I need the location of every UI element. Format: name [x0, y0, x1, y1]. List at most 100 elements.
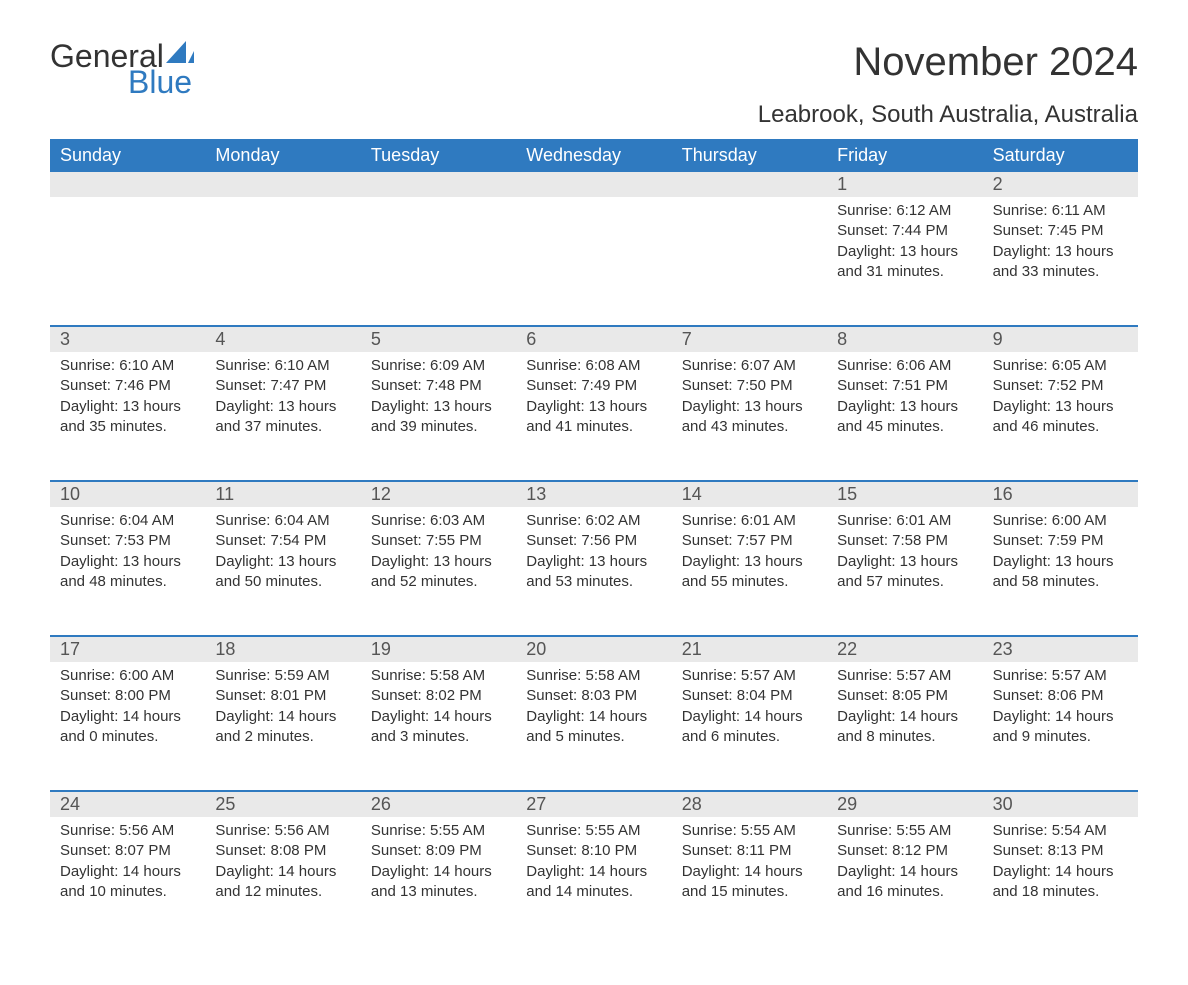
header: General Blue November 2024 Leabrook, Sou… — [50, 40, 1138, 129]
daylight-line: Daylight: 14 hours and 6 minutes. — [682, 707, 817, 748]
sunset-line: Sunset: 8:08 PM — [215, 841, 350, 861]
sunrise-line: Sunrise: 6:04 AM — [215, 511, 350, 531]
daylight-line: Daylight: 13 hours and 31 minutes. — [837, 242, 972, 283]
sunrise-line: Sunrise: 5:57 AM — [837, 666, 972, 686]
day-cell: Sunrise: 6:08 AMSunset: 7:49 PMDaylight:… — [516, 352, 671, 480]
sunrise-line: Sunrise: 6:01 AM — [682, 511, 817, 531]
day-cell: Sunrise: 6:00 AMSunset: 8:00 PMDaylight:… — [50, 662, 205, 790]
title-block: November 2024 Leabrook, South Australia,… — [758, 40, 1138, 129]
daylight-line: Daylight: 13 hours and 41 minutes. — [526, 397, 661, 438]
day-cell: Sunrise: 6:06 AMSunset: 7:51 PMDaylight:… — [827, 352, 982, 480]
daylight-line: Daylight: 14 hours and 3 minutes. — [371, 707, 506, 748]
daynum-strip: 24252627282930 — [50, 792, 1138, 817]
daynum-cell: 28 — [672, 792, 827, 817]
day-cell: Sunrise: 5:57 AMSunset: 8:06 PMDaylight:… — [983, 662, 1138, 790]
daynum-cell: 12 — [361, 482, 516, 507]
sunset-line: Sunset: 7:50 PM — [682, 376, 817, 396]
daynum-cell: 11 — [205, 482, 360, 507]
daylight-line: Daylight: 13 hours and 48 minutes. — [60, 552, 195, 593]
sunrise-line: Sunrise: 6:08 AM — [526, 356, 661, 376]
daynum-cell: 24 — [50, 792, 205, 817]
day-cell: Sunrise: 6:10 AMSunset: 7:46 PMDaylight:… — [50, 352, 205, 480]
daylight-line: Daylight: 14 hours and 15 minutes. — [682, 862, 817, 903]
daylight-line: Daylight: 14 hours and 0 minutes. — [60, 707, 195, 748]
daynum-strip: 17181920212223 — [50, 637, 1138, 662]
day-cell: Sunrise: 5:58 AMSunset: 8:03 PMDaylight:… — [516, 662, 671, 790]
day-cell: Sunrise: 5:55 AMSunset: 8:09 PMDaylight:… — [361, 817, 516, 945]
sunrise-line: Sunrise: 6:00 AM — [993, 511, 1128, 531]
sunset-line: Sunset: 7:56 PM — [526, 531, 661, 551]
daynum-strip: 10111213141516 — [50, 482, 1138, 507]
daylight-line: Daylight: 13 hours and 52 minutes. — [371, 552, 506, 593]
daylight-line: Daylight: 14 hours and 8 minutes. — [837, 707, 972, 748]
day-cell: Sunrise: 5:54 AMSunset: 8:13 PMDaylight:… — [983, 817, 1138, 945]
sunset-line: Sunset: 8:04 PM — [682, 686, 817, 706]
day-cell — [361, 197, 516, 325]
sunrise-line: Sunrise: 5:55 AM — [837, 821, 972, 841]
sunset-line: Sunset: 7:45 PM — [993, 221, 1128, 241]
daylight-line: Daylight: 13 hours and 33 minutes. — [993, 242, 1128, 283]
daynum-cell: 16 — [983, 482, 1138, 507]
day-cell — [205, 197, 360, 325]
daynum-cell: 10 — [50, 482, 205, 507]
sunrise-line: Sunrise: 5:54 AM — [993, 821, 1128, 841]
sunrise-line: Sunrise: 6:04 AM — [60, 511, 195, 531]
daynum-cell: 1 — [827, 172, 982, 197]
day-cell — [50, 197, 205, 325]
daynum-cell: 5 — [361, 327, 516, 352]
weeks-container: 12Sunrise: 6:12 AMSunset: 7:44 PMDayligh… — [50, 172, 1138, 945]
day-cell: Sunrise: 6:12 AMSunset: 7:44 PMDaylight:… — [827, 197, 982, 325]
day-cell: Sunrise: 6:10 AMSunset: 7:47 PMDaylight:… — [205, 352, 360, 480]
day-cell: Sunrise: 5:55 AMSunset: 8:11 PMDaylight:… — [672, 817, 827, 945]
day-cell: Sunrise: 5:57 AMSunset: 8:04 PMDaylight:… — [672, 662, 827, 790]
sunrise-line: Sunrise: 5:56 AM — [60, 821, 195, 841]
daynum-cell: 4 — [205, 327, 360, 352]
sunrise-line: Sunrise: 6:12 AM — [837, 201, 972, 221]
sunrise-line: Sunrise: 5:58 AM — [371, 666, 506, 686]
day-cell: Sunrise: 6:01 AMSunset: 7:57 PMDaylight:… — [672, 507, 827, 635]
daynum-cell: 2 — [983, 172, 1138, 197]
daynum-cell: 6 — [516, 327, 671, 352]
dow-cell: Sunday — [50, 139, 205, 172]
daynum-strip: 3456789 — [50, 327, 1138, 352]
sunset-line: Sunset: 7:44 PM — [837, 221, 972, 241]
daylight-line: Daylight: 14 hours and 2 minutes. — [215, 707, 350, 748]
day-cell: Sunrise: 6:05 AMSunset: 7:52 PMDaylight:… — [983, 352, 1138, 480]
daylight-line: Daylight: 13 hours and 53 minutes. — [526, 552, 661, 593]
daynum-cell — [516, 172, 671, 197]
daylight-line: Daylight: 14 hours and 18 minutes. — [993, 862, 1128, 903]
daynum-cell — [361, 172, 516, 197]
daylight-line: Daylight: 13 hours and 43 minutes. — [682, 397, 817, 438]
dow-cell: Wednesday — [516, 139, 671, 172]
sunset-line: Sunset: 8:12 PM — [837, 841, 972, 861]
daylight-line: Daylight: 14 hours and 14 minutes. — [526, 862, 661, 903]
week-row: Sunrise: 5:56 AMSunset: 8:07 PMDaylight:… — [50, 817, 1138, 945]
daynum-cell: 27 — [516, 792, 671, 817]
daylight-line: Daylight: 13 hours and 35 minutes. — [60, 397, 195, 438]
sunset-line: Sunset: 8:09 PM — [371, 841, 506, 861]
sunset-line: Sunset: 8:00 PM — [60, 686, 195, 706]
sunset-line: Sunset: 7:58 PM — [837, 531, 972, 551]
sunrise-line: Sunrise: 6:09 AM — [371, 356, 506, 376]
sunset-line: Sunset: 8:11 PM — [682, 841, 817, 861]
sunrise-line: Sunrise: 5:56 AM — [215, 821, 350, 841]
day-cell: Sunrise: 6:00 AMSunset: 7:59 PMDaylight:… — [983, 507, 1138, 635]
day-cell: Sunrise: 5:55 AMSunset: 8:10 PMDaylight:… — [516, 817, 671, 945]
daynum-cell: 9 — [983, 327, 1138, 352]
daynum-cell — [50, 172, 205, 197]
sunrise-line: Sunrise: 5:57 AM — [993, 666, 1128, 686]
sunrise-line: Sunrise: 6:03 AM — [371, 511, 506, 531]
day-cell: Sunrise: 5:58 AMSunset: 8:02 PMDaylight:… — [361, 662, 516, 790]
sunrise-line: Sunrise: 5:58 AM — [526, 666, 661, 686]
day-cell: Sunrise: 5:57 AMSunset: 8:05 PMDaylight:… — [827, 662, 982, 790]
day-cell: Sunrise: 5:55 AMSunset: 8:12 PMDaylight:… — [827, 817, 982, 945]
sunrise-line: Sunrise: 6:10 AM — [215, 356, 350, 376]
day-cell: Sunrise: 6:01 AMSunset: 7:58 PMDaylight:… — [827, 507, 982, 635]
daynum-cell: 20 — [516, 637, 671, 662]
daylight-line: Daylight: 13 hours and 50 minutes. — [215, 552, 350, 593]
day-cell: Sunrise: 6:02 AMSunset: 7:56 PMDaylight:… — [516, 507, 671, 635]
dow-cell: Tuesday — [361, 139, 516, 172]
daynum-cell: 18 — [205, 637, 360, 662]
daylight-line: Daylight: 13 hours and 39 minutes. — [371, 397, 506, 438]
sail-icon — [166, 41, 194, 63]
